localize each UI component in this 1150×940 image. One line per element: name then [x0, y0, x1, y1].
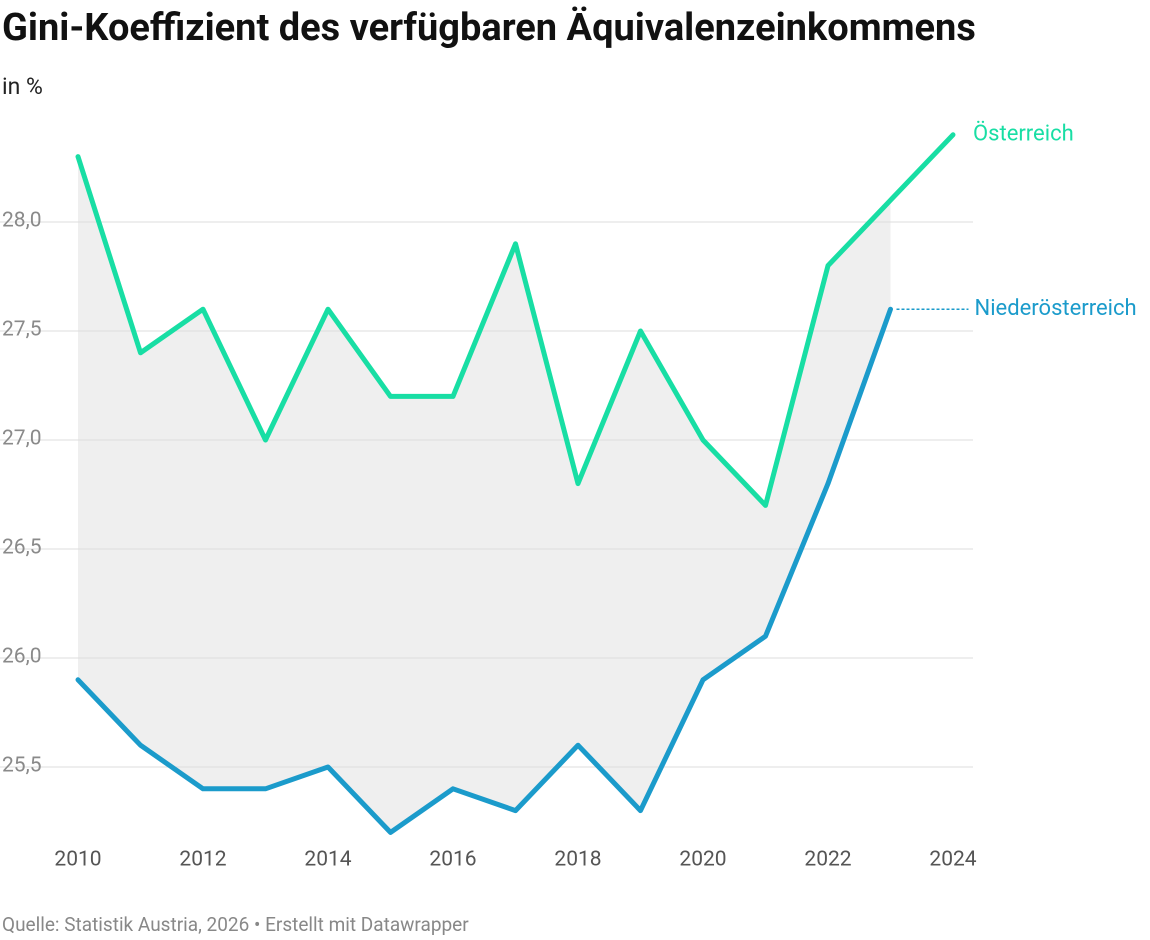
line-series [75, 132, 956, 508]
x-tick-label: 2016 [429, 848, 476, 872]
series-label: Österreich [973, 121, 1074, 147]
x-tick-label: 2022 [804, 848, 851, 872]
range-area [78, 156, 891, 833]
y-tick-label: 27,5 [2, 318, 42, 342]
x-tick-label: 2020 [679, 848, 726, 872]
y-tick-label: 26,0 [2, 645, 42, 669]
y-tick-label: 26,5 [2, 536, 42, 560]
x-tick-label: 2018 [554, 848, 601, 872]
line-series [75, 306, 893, 835]
chart-title: Gini-Koeffizient des verfügbaren Äquival… [2, 6, 976, 50]
series-label: Niederösterreich [975, 296, 1137, 321]
y-tick-label: 25,5 [2, 754, 42, 778]
y-tick-label: 27,0 [2, 427, 42, 451]
x-tick-label: 2014 [304, 848, 351, 872]
x-tick-label: 2012 [179, 848, 226, 872]
x-tick-label: 2010 [54, 848, 101, 872]
y-tick-label: 28,0 [2, 209, 42, 233]
source-note: Quelle: Statistik Austria, 2026 • Erstel… [2, 913, 469, 936]
x-tick-label: 2024 [929, 848, 976, 872]
chart-subtitle: in % [2, 73, 43, 100]
